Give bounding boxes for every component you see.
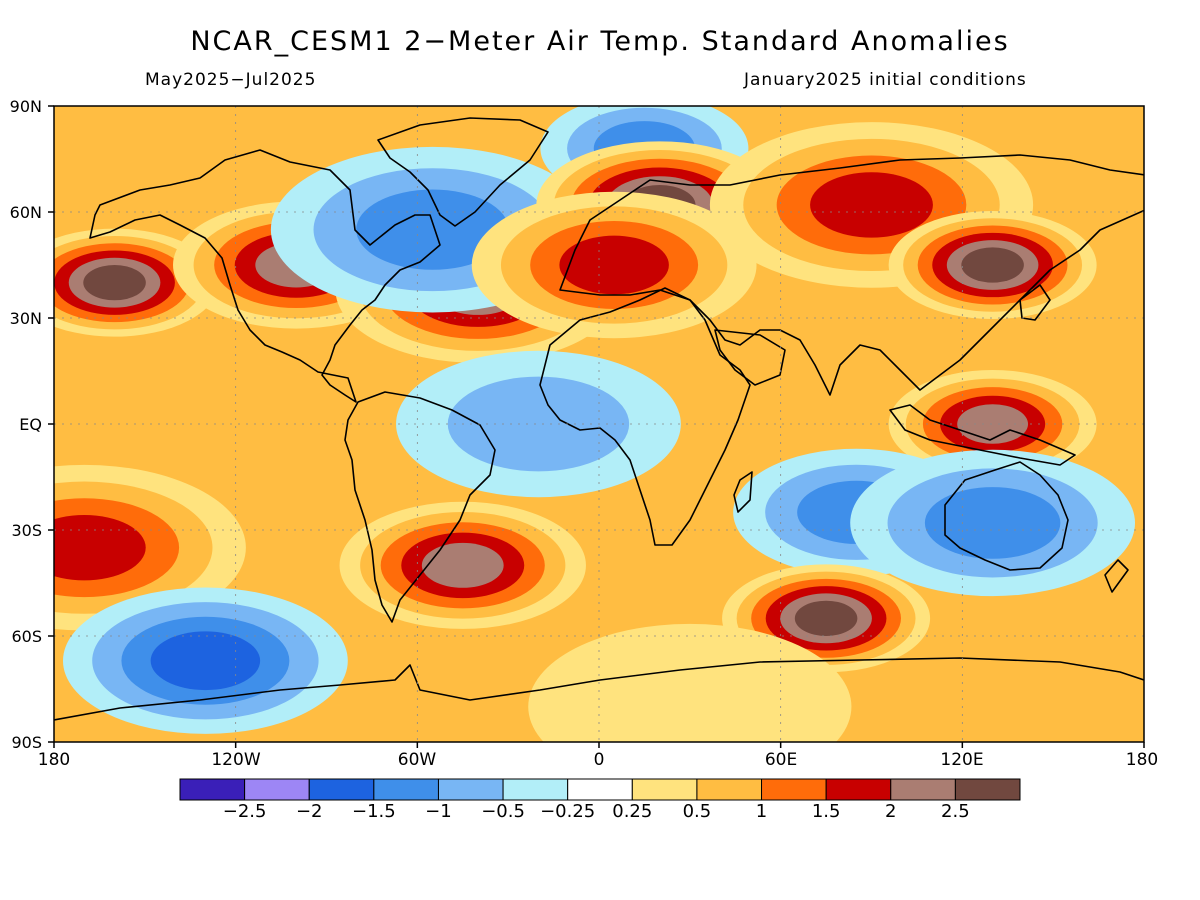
field-band-labrador-sea-cool: [356, 189, 509, 270]
legend-label: −1: [425, 801, 452, 822]
lat-label-30n: 30N: [9, 309, 42, 328]
legend-swatch: [631, 778, 698, 801]
lon-label-180e: 180: [1125, 750, 1159, 770]
coast-north-america: [89, 149, 441, 403]
field-band-southern-ocean-warm: [794, 600, 858, 636]
coast-greenland: [377, 117, 549, 227]
field-band-south-atlantic: [421, 542, 504, 588]
field-band-antarctica: [528, 623, 852, 742]
field-band-north-pacific-warm: [83, 265, 146, 301]
lon-label-180w: 180: [37, 750, 71, 770]
legend-swatch: [502, 778, 569, 801]
legend-label: 0.5: [682, 801, 712, 822]
legend-swatch: [890, 778, 956, 801]
legend-label: 2: [885, 801, 897, 822]
legend-swatch: [437, 778, 504, 801]
lon-label-0: 0: [593, 750, 605, 770]
field-band-maritime-continent: [957, 404, 1029, 444]
lat-label-90s: 90S: [11, 733, 42, 752]
lon-label-120w: 120W: [211, 750, 261, 770]
field-band-australia-cool: [924, 487, 1061, 559]
legend-label: 2.5: [941, 801, 970, 822]
coast-indonesia: [889, 404, 1076, 466]
field-band-europe: [559, 235, 669, 295]
legend-swatch: [567, 778, 633, 801]
continent-outlines: [54, 117, 1144, 721]
legend-label: −1.5: [351, 801, 396, 822]
lon-label-120e: 120E: [940, 750, 984, 770]
legend-label: −0.5: [481, 801, 525, 822]
axis-ticks: [48, 105, 1145, 748]
anomaly-field: [54, 106, 1144, 742]
lon-label-60e: 60E: [764, 750, 798, 770]
legend-swatch: [179, 778, 246, 801]
coast-south-america: [344, 391, 496, 623]
lat-label-60n: 60N: [9, 203, 42, 222]
field-band-siberia: [810, 172, 933, 238]
legend-label: 1: [755, 801, 768, 822]
legend-label: 1.5: [811, 801, 841, 822]
legend-label: −2.5: [222, 801, 267, 822]
lat-label-60s: 60S: [11, 627, 42, 646]
coast-arabia: [714, 329, 786, 386]
legend-swatch: [825, 778, 892, 801]
legend-label: −0.25: [540, 801, 596, 822]
legend-swatch: [373, 778, 439, 801]
lat-label-eq: EQ: [19, 415, 42, 434]
legend-label: −2: [295, 801, 323, 822]
coast-new-zealand: [1104, 559, 1129, 593]
coast-eurasia-africa: [539, 287, 751, 546]
coast-antarctica: [54, 657, 1144, 721]
legend-swatch: [244, 778, 310, 801]
graticule: [54, 106, 1144, 742]
lat-label-30s: 30S: [11, 521, 42, 540]
lat-label-90n: 90N: [9, 97, 42, 116]
field-band-ross-sea-cool: [150, 631, 261, 691]
chart-title: NCAR_CESM1 2−Meter Air Temp. Standard An…: [190, 26, 1010, 57]
coast-japan: [1019, 284, 1051, 321]
coast-madagascar: [733, 471, 753, 513]
legend-swatch: [954, 778, 1021, 801]
initial-conditions: January2025 initial conditions: [744, 70, 1027, 90]
coast-australia: [944, 461, 1069, 571]
field-band-south-pacific: [54, 514, 146, 581]
coast-eurasia-north: [559, 154, 1144, 396]
legend-swatch: [696, 778, 763, 801]
legend-swatch: [308, 778, 375, 801]
legend-label: 0.25: [612, 801, 653, 822]
legend-swatch: [761, 778, 827, 801]
lon-label-60w: 60W: [397, 750, 437, 770]
field-band-east-asia: [961, 247, 1024, 283]
forecast-period: May2025−Jul2025: [145, 70, 317, 90]
